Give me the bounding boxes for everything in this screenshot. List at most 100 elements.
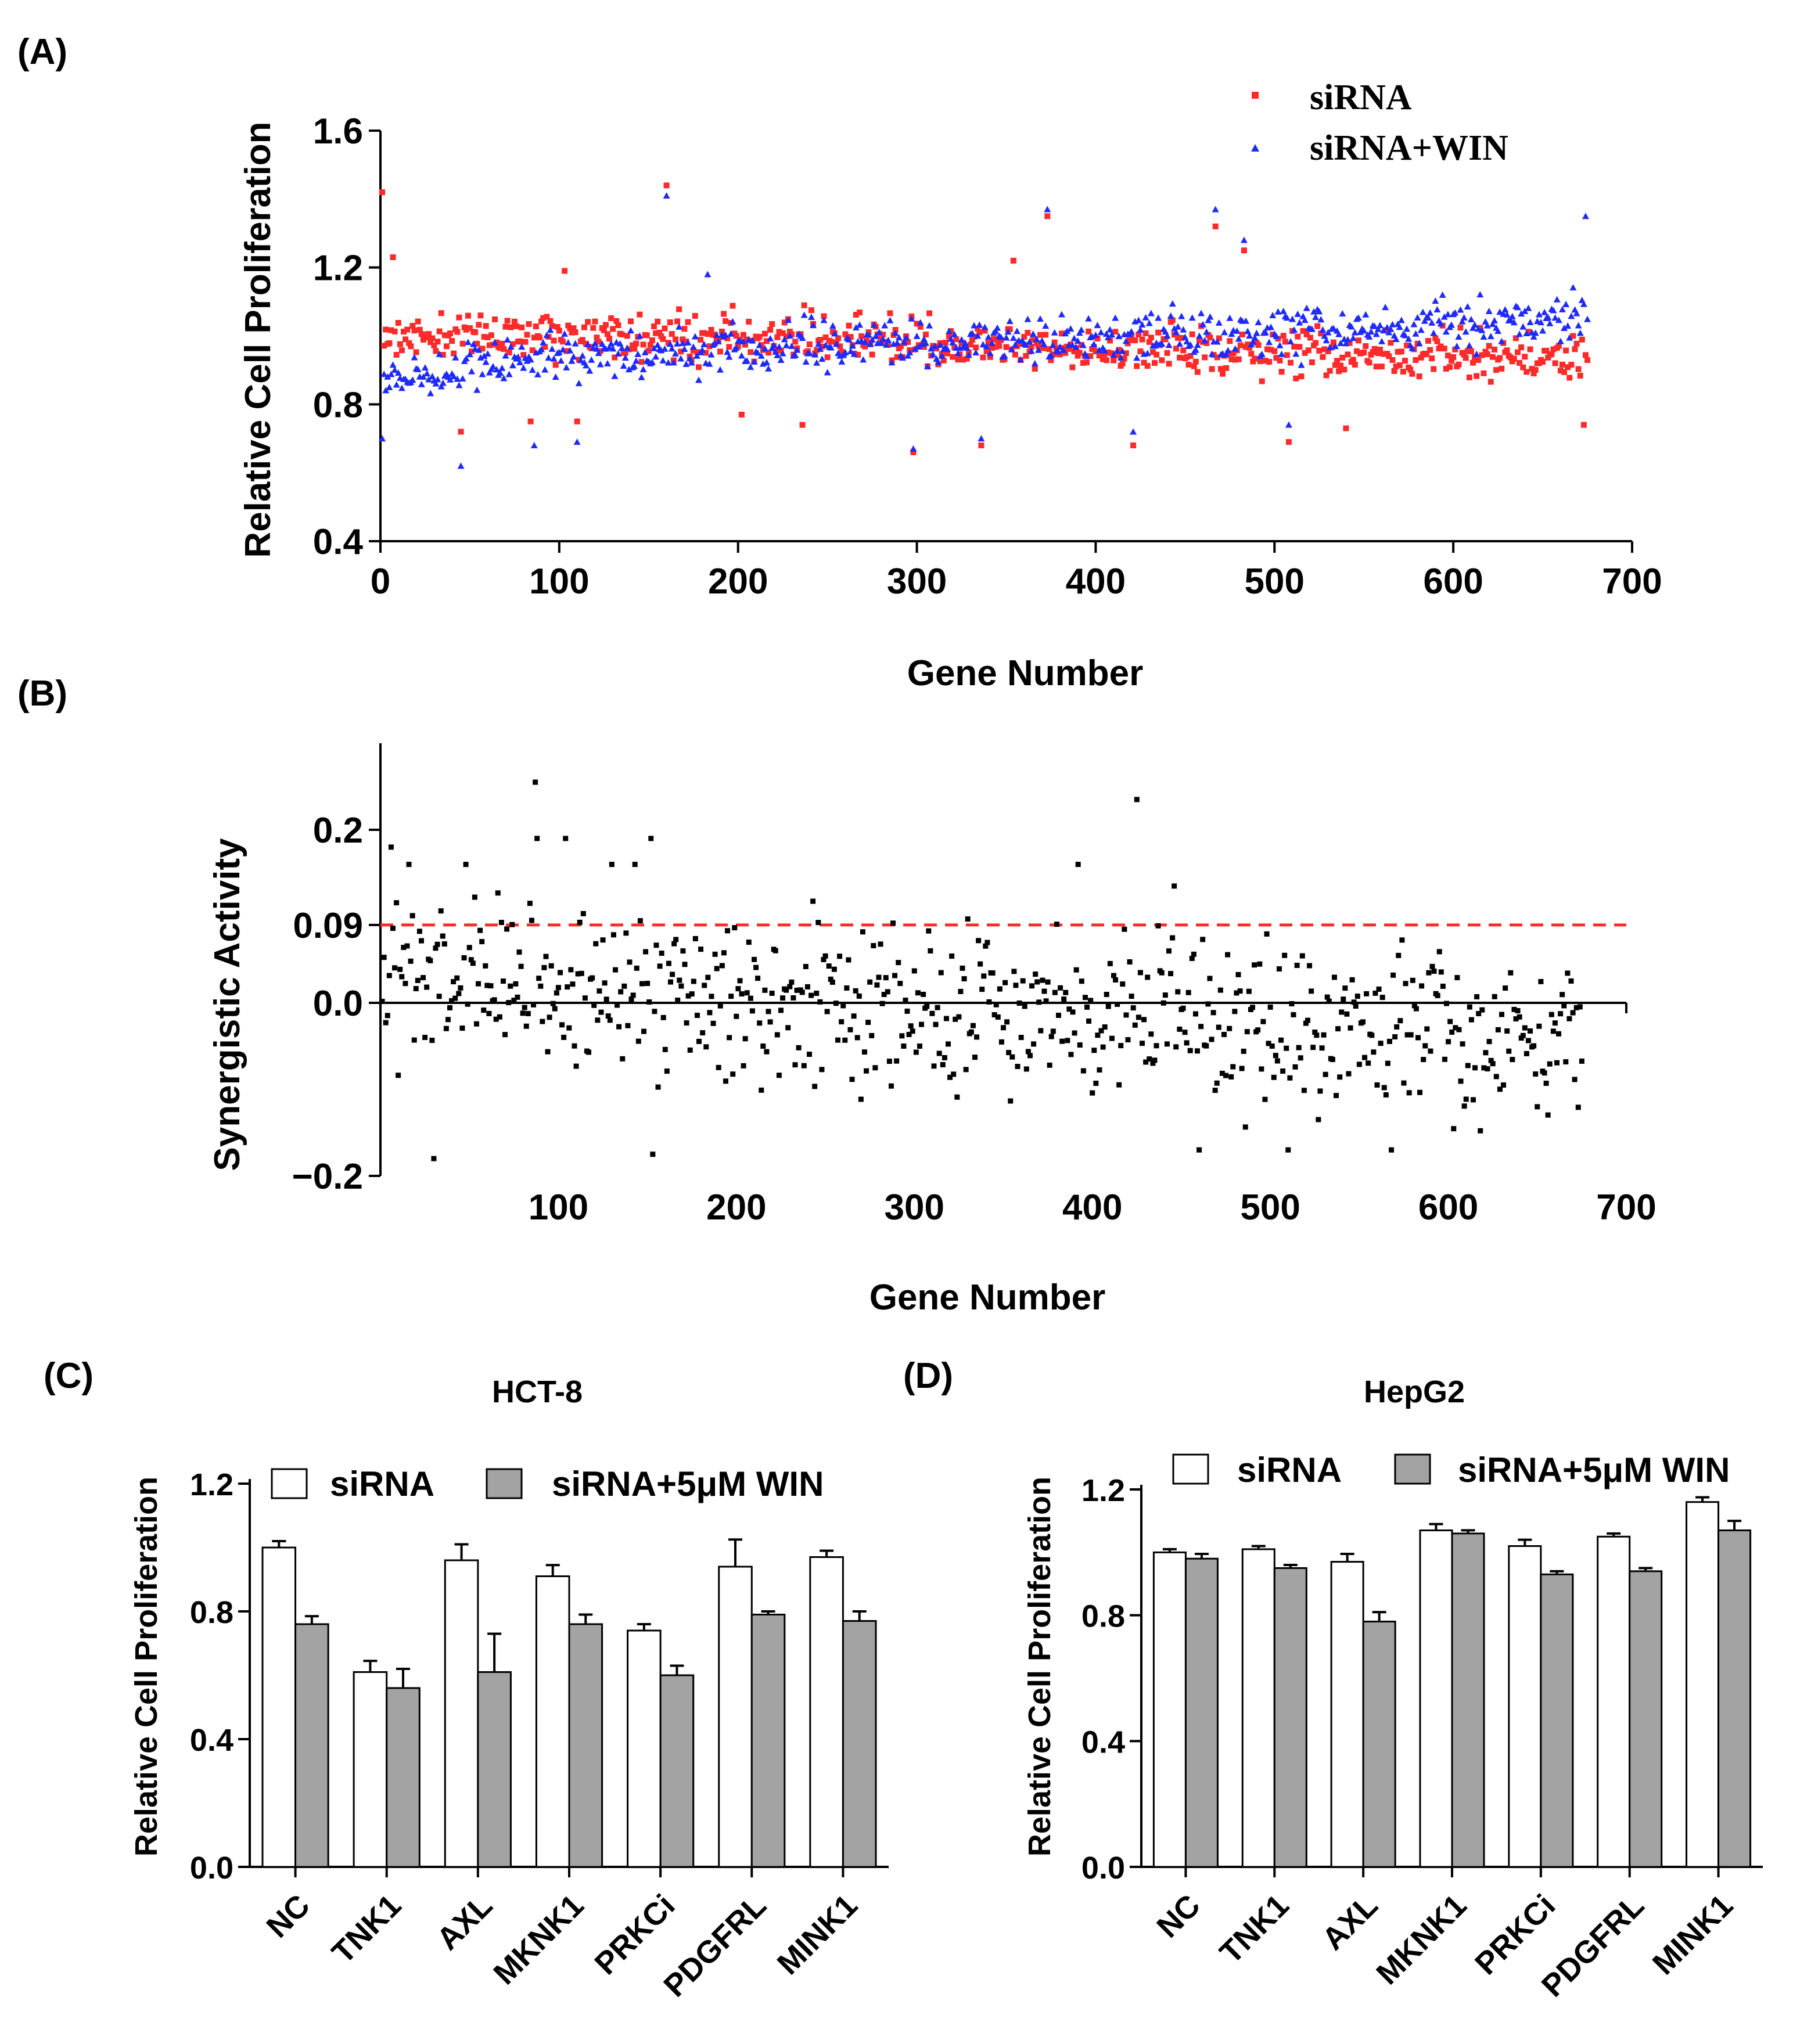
synergy-point <box>858 1096 864 1102</box>
synergy-point <box>1244 1029 1250 1035</box>
win-point <box>978 435 985 442</box>
sirna-point <box>667 319 673 326</box>
synergy-point <box>963 1067 969 1073</box>
synergy-point <box>1390 972 1396 978</box>
sirna-point <box>1007 326 1013 332</box>
synergy-point <box>876 974 882 980</box>
win-point <box>625 366 633 373</box>
sirna-point <box>1291 343 1298 350</box>
win-point <box>958 336 965 343</box>
sirna-point <box>655 318 661 325</box>
win-point <box>1130 428 1137 435</box>
synergy-point <box>1055 1012 1061 1018</box>
synergy-point <box>630 992 636 998</box>
sirna-point <box>1316 347 1323 354</box>
win-point <box>1537 319 1544 326</box>
synergy-point <box>1504 1028 1510 1034</box>
win-point <box>1112 314 1119 321</box>
sirna-point <box>746 319 752 325</box>
sirna-point <box>763 338 770 344</box>
sirna-point <box>973 344 979 351</box>
win-point <box>1523 330 1530 337</box>
synergy-point <box>620 1056 626 1061</box>
win-point <box>1135 316 1142 323</box>
win-point <box>1498 337 1505 344</box>
bar-sirna-mknk1 <box>535 1575 570 1868</box>
synergy-point <box>421 975 426 981</box>
win-point <box>829 322 836 329</box>
synergy-point <box>1424 1026 1430 1032</box>
sirna-point <box>1239 332 1245 338</box>
win-point <box>462 355 470 362</box>
win-point <box>1017 356 1025 363</box>
sirna-point <box>1425 337 1432 344</box>
sirna-point <box>463 326 469 333</box>
sirna-point <box>524 332 530 338</box>
sirna-point <box>1579 336 1585 343</box>
synergy-point <box>541 965 547 970</box>
sirna-point <box>758 342 764 348</box>
win-point <box>1558 305 1566 312</box>
win-point <box>986 350 994 357</box>
sirna-point <box>862 343 868 350</box>
sirna-point <box>774 334 781 340</box>
win-point <box>931 343 939 350</box>
synergy-point <box>727 1035 732 1041</box>
sirna-point <box>1180 347 1187 354</box>
win-point <box>781 336 788 343</box>
legend-d-win-label: siRNA+5μM WIN <box>1458 1451 1730 1489</box>
win-point <box>926 322 933 329</box>
synergy-point <box>822 953 828 959</box>
synergy-point <box>837 953 843 959</box>
win-point <box>807 313 815 320</box>
synergy-point <box>1260 1019 1266 1024</box>
win-point <box>1419 308 1426 315</box>
synergy-point <box>634 965 639 971</box>
synergy-point <box>1411 1003 1417 1009</box>
sirna-point <box>1023 352 1029 359</box>
synergy-point <box>1499 1012 1504 1017</box>
synergy-point <box>1093 1081 1099 1086</box>
synergy-point <box>538 983 544 989</box>
win-point <box>1011 341 1019 348</box>
win-point <box>739 338 747 345</box>
sirna-point <box>1141 359 1147 366</box>
win-point <box>1518 310 1525 317</box>
synergy-point <box>700 1030 706 1036</box>
sirna-point <box>748 349 754 355</box>
win-point <box>557 357 565 364</box>
synergy-point <box>892 973 898 978</box>
sirna-point <box>1386 353 1392 359</box>
sirna-point <box>520 352 527 358</box>
win-point <box>1351 329 1359 336</box>
category-label: PRKCi <box>588 1888 681 1981</box>
synergy-point <box>550 1001 556 1006</box>
win-point <box>997 333 1005 340</box>
panel-c-bars <box>261 1538 877 1868</box>
synergy-point <box>1116 1082 1122 1088</box>
synergy-point <box>689 991 695 997</box>
win-point <box>1421 317 1428 324</box>
win-point <box>529 366 536 373</box>
synergy-point <box>1435 992 1440 998</box>
synergy-point <box>1476 1011 1482 1017</box>
sirna-point <box>633 340 639 347</box>
win-point <box>538 346 545 352</box>
win-point <box>473 386 481 393</box>
sirna-point <box>1119 361 1126 367</box>
sirna-point <box>508 324 514 330</box>
sirna-point <box>1584 357 1591 364</box>
sirna-point <box>853 312 859 318</box>
synergy-point <box>853 988 858 994</box>
synergy-point <box>561 1034 567 1040</box>
sirna-point <box>1232 357 1238 363</box>
synergy-point <box>1289 1001 1295 1007</box>
synergy-point <box>545 1049 551 1055</box>
synergy-point <box>1207 976 1213 981</box>
x-tick-label: 300 <box>887 562 947 602</box>
synergy-point <box>673 937 679 942</box>
win-point <box>651 344 658 351</box>
win-point <box>691 333 699 340</box>
synergy-point <box>991 1012 997 1018</box>
sirna-point <box>1486 343 1492 349</box>
